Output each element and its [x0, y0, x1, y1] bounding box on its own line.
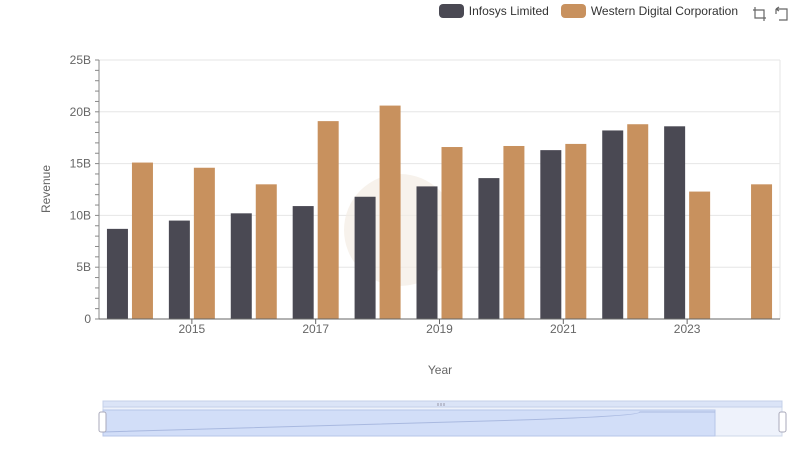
y-tick-label: 15B	[70, 157, 91, 171]
bar-infosys-2019	[416, 186, 438, 319]
axes: 0 5B 10B 15B 20B 25B 2015 2017 2019 2021 2023	[70, 53, 780, 336]
legend-label-infosys: Infosys Limited	[468, 4, 549, 18]
y-tick-label: 0	[84, 312, 91, 326]
x-tick-label: 2019	[426, 322, 453, 336]
y-tick-label: 5B	[76, 260, 91, 274]
zoom-handle-right[interactable]	[778, 411, 787, 433]
x-tick-label: 2015	[179, 322, 206, 336]
legend: Infosys Limited Western Digital Corporat…	[438, 4, 738, 18]
bars	[106, 105, 773, 320]
bar-infosys-2017	[292, 206, 314, 319]
y-axis-label: Revenue	[39, 165, 53, 213]
bar-western-digital-2023	[689, 191, 711, 319]
zoom-grip-icon	[437, 403, 445, 406]
bar-western-digital-2019	[441, 147, 463, 319]
bar-western-digital-2020	[503, 145, 525, 319]
bar-western-digital-2014	[131, 162, 153, 319]
zoom-handle-left[interactable]	[98, 411, 107, 433]
bar-western-digital-2018	[379, 105, 401, 319]
x-tick-label: 2021	[550, 322, 577, 336]
x-tick-label: 2017	[302, 322, 329, 336]
bar-infosys-2020	[478, 178, 500, 319]
bar-infosys-2016	[230, 213, 252, 319]
bar-western-digital-2017	[317, 121, 339, 320]
bar-infosys-2014	[106, 228, 128, 319]
zoom-reset-icon[interactable]	[774, 6, 790, 22]
bar-infosys-2023	[664, 126, 686, 319]
x-tick-label: 2023	[674, 322, 701, 336]
bar-western-digital-2022	[627, 124, 649, 320]
legend-swatch-infosys	[438, 4, 464, 18]
bar-infosys-2022	[602, 130, 624, 319]
x-axis-label: Year	[428, 363, 452, 377]
legend-label-western-digital: Western Digital Corporation	[590, 4, 738, 18]
bar-western-digital-2024	[751, 184, 773, 319]
bar-infosys-2018	[354, 196, 376, 319]
y-tick-label: 20B	[70, 105, 91, 119]
y-tick-label: 10B	[70, 208, 91, 222]
zoom-select-icon[interactable]	[752, 6, 768, 22]
legend-item-western-digital[interactable]: Western Digital Corporation	[560, 4, 738, 18]
legend-swatch-western-digital	[560, 4, 586, 18]
bar-infosys-2021	[540, 150, 562, 319]
zoom-preview-line	[102, 411, 715, 433]
bar-infosys-2015	[168, 220, 190, 319]
zoom-top-bar	[102, 400, 783, 408]
bar-western-digital-2016	[255, 184, 277, 319]
legend-item-infosys[interactable]: Infosys Limited	[438, 4, 549, 18]
data-zoom-slider[interactable]	[98, 400, 787, 437]
bar-western-digital-2015	[193, 167, 215, 319]
y-tick-label: 25B	[70, 53, 91, 67]
bar-western-digital-2021	[565, 143, 587, 319]
toolbox	[752, 6, 790, 22]
